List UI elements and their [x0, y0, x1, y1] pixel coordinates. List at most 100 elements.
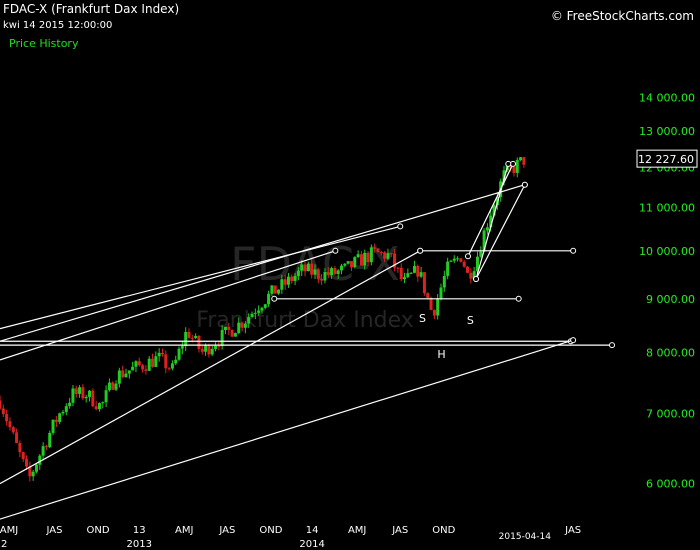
- y-tick-label: 9 000.00: [646, 293, 695, 306]
- candle: [21, 451, 25, 462]
- trendline-anchor[interactable]: [570, 337, 577, 344]
- candle: [396, 267, 400, 273]
- candle: [475, 251, 479, 276]
- x-tick-label: JAS: [564, 525, 581, 536]
- trendline-anchor[interactable]: [521, 181, 528, 188]
- trendline-anchor[interactable]: [417, 247, 424, 254]
- trendline-anchor[interactable]: [473, 275, 480, 282]
- y-tick-label: 13 000.00: [639, 125, 695, 138]
- candle: [157, 348, 161, 362]
- brand-link[interactable]: © FreeStockCharts.com: [550, 9, 694, 23]
- candle: [137, 357, 141, 367]
- candle: [522, 157, 526, 168]
- candle: [439, 283, 443, 301]
- y-tick-label: 14 000.00: [639, 91, 695, 104]
- legend-price-history[interactable]: Price History: [9, 37, 79, 50]
- candle: [267, 290, 271, 307]
- candle: [200, 345, 204, 355]
- candle: [442, 270, 446, 292]
- candle: [167, 366, 171, 371]
- candle: [283, 274, 287, 291]
- annotation-label: S: [419, 312, 426, 325]
- candle: [363, 249, 367, 270]
- trendline-anchor[interactable]: [271, 295, 278, 302]
- candle: [349, 261, 353, 272]
- candle: [34, 463, 38, 474]
- candle: [151, 353, 155, 368]
- trendline-anchor[interactable]: [505, 160, 512, 167]
- candle: [18, 440, 22, 458]
- candle: [240, 321, 244, 332]
- candle: [316, 268, 320, 284]
- candle: [101, 401, 105, 409]
- trendline[interactable]: [475, 184, 526, 280]
- x-tick-label: JAS: [45, 525, 62, 536]
- candle: [207, 343, 211, 358]
- candle: [11, 425, 15, 435]
- x-axis: AMJ JAS OND 13 AMJ JAS OND 14 AMJ JAS OND JAS 12 2013…: [0, 525, 581, 550]
- candle: [343, 263, 347, 268]
- candle: [479, 246, 483, 258]
- candle: [141, 364, 145, 373]
- candle: [5, 409, 9, 426]
- annotation-label: H: [437, 348, 445, 361]
- candle: [330, 266, 334, 279]
- trendline[interactable]: [0, 250, 421, 485]
- trendline[interactable]: [475, 163, 509, 280]
- candle: [336, 269, 340, 279]
- chart-datetime: kwi 14 2015 12:00:00: [3, 20, 113, 31]
- candle: [81, 384, 85, 401]
- candle: [223, 326, 227, 335]
- candle: [121, 365, 125, 379]
- candle: [170, 360, 174, 371]
- trendline-anchor[interactable]: [465, 253, 471, 260]
- candle: [393, 249, 397, 272]
- trendline-anchor[interactable]: [515, 295, 522, 302]
- candle: [51, 419, 55, 435]
- candle: [44, 444, 48, 451]
- candle: [419, 266, 423, 279]
- candle: [300, 259, 304, 277]
- trendline-anchor[interactable]: [397, 223, 404, 230]
- candle: [243, 321, 247, 334]
- trendlines: [0, 160, 615, 520]
- candle: [94, 400, 98, 411]
- trendline-anchor[interactable]: [609, 342, 615, 349]
- candle: [91, 388, 95, 408]
- x-tick-label: OND: [87, 525, 110, 536]
- candle: [383, 251, 387, 263]
- candle: [177, 346, 181, 361]
- trendline[interactable]: [0, 225, 401, 330]
- trendline[interactable]: [0, 250, 336, 361]
- x-year-label: 2014: [299, 539, 324, 550]
- chart-title: FDAC-X (Frankfurt Dax Index): [3, 2, 180, 16]
- trendline[interactable]: [0, 339, 574, 520]
- candle: [164, 350, 168, 374]
- x-tick-label: AMJ: [348, 525, 366, 536]
- candle: [144, 365, 148, 375]
- candle: [97, 402, 101, 412]
- x-tick-label: 13: [133, 525, 146, 536]
- candle: [184, 327, 188, 352]
- candle: [459, 257, 463, 263]
- trendline[interactable]: [0, 184, 526, 342]
- candle: [88, 390, 92, 402]
- candle: [74, 385, 78, 398]
- candle: [519, 156, 523, 162]
- candle: [366, 251, 370, 267]
- trendline[interactable]: [467, 163, 514, 257]
- y-tick-label: 8 000.00: [646, 346, 695, 359]
- trendline-anchor[interactable]: [332, 247, 339, 254]
- candle: [253, 308, 257, 320]
- trendline-anchor[interactable]: [570, 247, 577, 254]
- x-tick-label: OND: [259, 525, 282, 536]
- x-tick-label: JAS: [391, 525, 408, 536]
- candle: [515, 157, 519, 178]
- candle: [0, 395, 2, 411]
- candle: [233, 332, 237, 337]
- candle: [469, 268, 473, 284]
- candle: [403, 272, 407, 284]
- candle: [280, 275, 284, 294]
- x-tick-label: OND: [432, 525, 455, 536]
